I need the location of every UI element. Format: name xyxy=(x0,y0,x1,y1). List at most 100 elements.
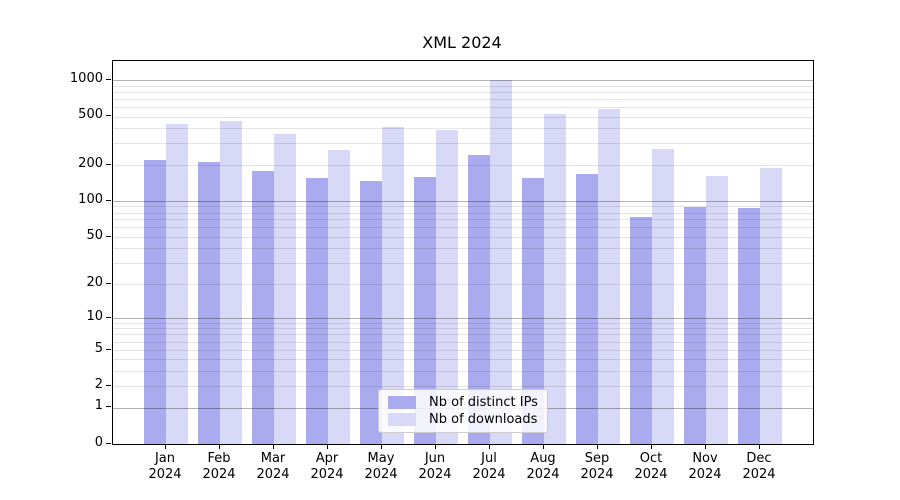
gridline-minor xyxy=(113,349,813,351)
gridline-minor xyxy=(113,359,813,361)
gridline-minor xyxy=(113,283,813,285)
x-tick-month: Dec xyxy=(746,451,772,466)
y-tick-mark xyxy=(106,236,111,237)
x-tick-month: Sep xyxy=(584,451,610,466)
bar-downloads-apr xyxy=(328,149,350,444)
gridline-minor xyxy=(113,341,813,343)
gridline-minor xyxy=(113,386,813,388)
x-tick-year: 2024 xyxy=(634,467,668,482)
x-tick-mark xyxy=(435,444,436,449)
gridline-minor xyxy=(113,371,813,372)
y-axis-tick-label: 1000 xyxy=(69,71,103,86)
gridline-minor xyxy=(113,116,813,118)
bar-distinct-ips-jan xyxy=(144,159,166,444)
x-tick-year: 2024 xyxy=(364,467,398,482)
y-tick-mark xyxy=(106,349,111,350)
x-tick-mark xyxy=(651,444,652,449)
y-tick-mark xyxy=(106,200,111,201)
plot-area: Nb of distinct IPs Nb of downloads xyxy=(112,60,814,445)
x-axis-tick-label: Jun 2024 xyxy=(405,451,465,483)
x-tick-year: 2024 xyxy=(256,467,290,482)
bar-downloads-nov xyxy=(706,175,728,444)
y-tick-mark xyxy=(106,443,111,444)
y-axis-tick-label: 500 xyxy=(78,107,103,122)
gridline-major xyxy=(113,200,813,202)
x-tick-year: 2024 xyxy=(472,467,506,482)
legend-label-downloads: Nb of downloads xyxy=(429,412,538,427)
bar-downloads-jul xyxy=(490,79,512,444)
y-axis-tick-label: 50 xyxy=(86,228,103,243)
x-tick-mark xyxy=(381,444,382,449)
y-axis-tick-label: 2 xyxy=(94,377,103,392)
gridline-minor xyxy=(113,236,813,238)
gridline-major xyxy=(113,317,813,319)
bar-downloads-jan xyxy=(166,123,188,444)
x-tick-month: Jan xyxy=(154,451,176,466)
x-tick-mark xyxy=(759,444,760,449)
bar-distinct-ips-jun xyxy=(414,176,436,444)
x-tick-mark xyxy=(273,444,274,449)
x-tick-year: 2024 xyxy=(148,467,182,482)
x-tick-mark xyxy=(543,444,544,449)
legend-item-downloads: Nb of downloads xyxy=(388,411,547,428)
x-tick-mark xyxy=(219,444,220,449)
gridline-major xyxy=(113,80,813,81)
x-tick-mark xyxy=(327,444,328,449)
bar-distinct-ips-sep xyxy=(576,173,598,444)
bar-downloads-dec xyxy=(760,167,782,444)
x-tick-month: May xyxy=(367,451,395,466)
bar-downloads-jun xyxy=(436,130,458,444)
y-tick-mark xyxy=(106,164,111,165)
y-tick-mark xyxy=(106,79,111,80)
gridline-minor xyxy=(113,227,813,229)
gridline-minor xyxy=(113,85,813,87)
bars-layer xyxy=(113,61,813,444)
bar-downloads-oct xyxy=(652,148,674,444)
y-tick-mark xyxy=(106,115,111,116)
x-tick-year: 2024 xyxy=(202,467,236,482)
x-axis-tick-label: Apr 2024 xyxy=(297,451,357,483)
gridline-minor xyxy=(113,106,813,108)
x-tick-month: Aug xyxy=(530,451,556,466)
y-axis-tick-label: 5 xyxy=(94,341,103,356)
y-tick-mark xyxy=(106,317,111,318)
y-axis-tick-label: 10 xyxy=(86,309,103,324)
x-tick-mark xyxy=(489,444,490,449)
gridline-minor xyxy=(113,91,813,93)
legend-item-distinct-ips: Nb of distinct IPs xyxy=(388,394,547,411)
y-tick-mark xyxy=(106,406,111,407)
x-axis-tick-label: Jan 2024 xyxy=(135,451,195,483)
x-tick-month: Mar xyxy=(260,451,286,466)
y-axis-tick-label: 0 xyxy=(94,435,103,450)
grid-layer xyxy=(113,61,813,444)
legend-swatch-distinct-ips xyxy=(388,396,416,409)
x-axis-tick-label: Sep 2024 xyxy=(567,451,627,483)
x-tick-mark xyxy=(597,444,598,449)
x-tick-month: Jun xyxy=(424,451,446,466)
gridline-minor xyxy=(113,206,813,208)
gridline-minor xyxy=(113,143,813,145)
gridline-minor xyxy=(113,128,813,130)
bar-downloads-feb xyxy=(220,120,242,444)
bar-downloads-sep xyxy=(598,109,620,444)
bar-distinct-ips-may xyxy=(360,181,382,444)
gridline-minor xyxy=(113,98,813,100)
x-axis-tick-label: May 2024 xyxy=(351,451,411,483)
y-tick-mark xyxy=(106,283,111,284)
gridline-minor xyxy=(113,219,813,221)
x-axis-tick-label: Dec 2024 xyxy=(729,451,789,483)
bar-distinct-ips-jul xyxy=(468,155,490,444)
x-tick-year: 2024 xyxy=(688,467,722,482)
bar-distinct-ips-aug xyxy=(522,178,544,444)
bar-downloads-may xyxy=(382,126,404,444)
x-tick-month: Feb xyxy=(207,451,231,466)
y-axis-tick-label: 20 xyxy=(86,275,103,290)
gridline-minor xyxy=(113,263,813,265)
legend: Nb of distinct IPs Nb of downloads xyxy=(378,389,548,433)
x-axis-tick-label: Aug 2024 xyxy=(513,451,573,483)
x-tick-month: Nov xyxy=(692,451,718,466)
gridline-minor xyxy=(113,322,813,324)
gridline-minor xyxy=(113,164,813,166)
gridline-minor xyxy=(113,212,813,214)
